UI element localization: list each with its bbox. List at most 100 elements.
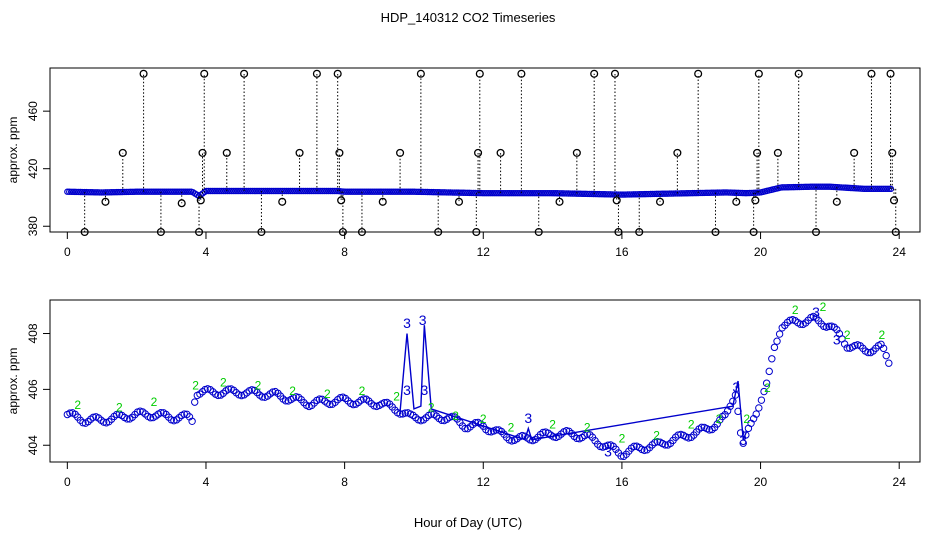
x-tick-label: 24 [893, 475, 907, 489]
plot-frame [49, 299, 921, 463]
series-label-point: 2 [716, 412, 723, 426]
series-point [422, 414, 430, 422]
series-point [778, 324, 786, 332]
x-tick-label: 4 [203, 245, 210, 259]
series-label-point: 2 [743, 412, 750, 426]
x-tick-label: 16 [615, 475, 629, 489]
series-label-point: 2 [549, 417, 556, 431]
series-point [885, 359, 893, 367]
outlier-point [888, 148, 897, 157]
series-point [191, 398, 199, 406]
series-label-point: 2 [289, 384, 296, 398]
series-point [141, 410, 150, 418]
outlier-point [312, 69, 321, 78]
y-axis-label: approx. ppm [6, 348, 20, 415]
series-point [66, 409, 74, 417]
y-tick-label: 460 [26, 101, 40, 121]
series-label-point: 3 [420, 382, 428, 398]
series-point [721, 410, 729, 419]
series-point [401, 409, 409, 417]
outlier-point [240, 69, 249, 78]
outlier-point [416, 69, 425, 78]
outlier-point [655, 197, 665, 206]
series-point [105, 417, 113, 426]
x-axis-label: Hour of Day (UTC) [414, 515, 522, 530]
outlier-point [732, 197, 741, 206]
series-point [840, 340, 849, 348]
series-point [586, 431, 594, 439]
series-label-point: 3 [419, 312, 427, 328]
series-label-point: 2 [792, 303, 799, 317]
x-tick-label: 8 [341, 475, 348, 489]
series-point [466, 423, 474, 431]
series-label-point: 3 [604, 443, 612, 459]
series-point [123, 415, 131, 423]
series-label-point: 2 [653, 429, 660, 443]
series-point [630, 442, 638, 451]
series-point [765, 367, 773, 376]
y-axis-label: approx. ppm [6, 117, 20, 184]
series-point [196, 390, 204, 398]
y-tick-label: 404 [26, 435, 40, 455]
series-point [307, 401, 316, 410]
series-label-point: 3 [403, 382, 411, 398]
outlier-point [378, 197, 387, 206]
outlier-point [139, 69, 148, 78]
series-point [617, 452, 625, 460]
spike-line [399, 325, 748, 441]
outlier-point [278, 197, 287, 206]
series-point [188, 417, 196, 425]
outlier-point [333, 69, 342, 78]
series-label-point: 2 [255, 378, 262, 392]
outlier-point [794, 69, 803, 78]
outlier-point [889, 196, 899, 205]
outlier-point [590, 69, 599, 78]
series-label-point: 2 [151, 395, 158, 409]
series-point [856, 342, 864, 350]
x-tick-label: 20 [754, 245, 768, 259]
x-tick-label: 0 [64, 245, 71, 259]
series-point [165, 413, 173, 421]
series-point [268, 388, 277, 396]
outlier-point [886, 69, 895, 78]
outlier-point [534, 227, 543, 237]
series-point [461, 424, 469, 433]
outlier-point [200, 69, 209, 78]
outlier-point [610, 69, 620, 78]
series-point [770, 343, 779, 352]
series-point [736, 429, 745, 437]
series-point [864, 348, 872, 357]
series-point [604, 441, 612, 449]
series-label-point: 3 [812, 304, 820, 320]
series-point [843, 344, 851, 352]
series-label-point: 2 [393, 390, 400, 404]
series-label-point: 3 [833, 332, 841, 348]
outlier-point [749, 227, 758, 237]
series-point [131, 410, 139, 419]
outlier-point [673, 148, 682, 157]
outlier-point [773, 148, 782, 157]
series-point [224, 385, 233, 393]
baseline-point [883, 185, 891, 193]
y-tick-label: 406 [26, 379, 40, 399]
series-point [817, 320, 825, 328]
outlier-point [496, 148, 505, 157]
series-point [432, 412, 441, 420]
series-point [380, 398, 389, 407]
series-point [877, 340, 885, 348]
y-tick-label: 408 [26, 323, 40, 343]
y-tick-label: 420 [26, 158, 40, 178]
x-tick-label: 12 [477, 475, 491, 489]
series-point [833, 325, 841, 334]
series-label-point: 2 [764, 381, 771, 395]
x-tick-label: 4 [203, 475, 210, 489]
series-point [661, 441, 669, 449]
outlier-point [555, 197, 564, 206]
outlier-point [572, 148, 581, 157]
series-point [219, 389, 228, 397]
outlier-point [337, 196, 346, 205]
series-point [437, 416, 446, 424]
series-point [427, 410, 435, 418]
baseline-point [885, 185, 893, 193]
outlier-point [396, 148, 405, 157]
